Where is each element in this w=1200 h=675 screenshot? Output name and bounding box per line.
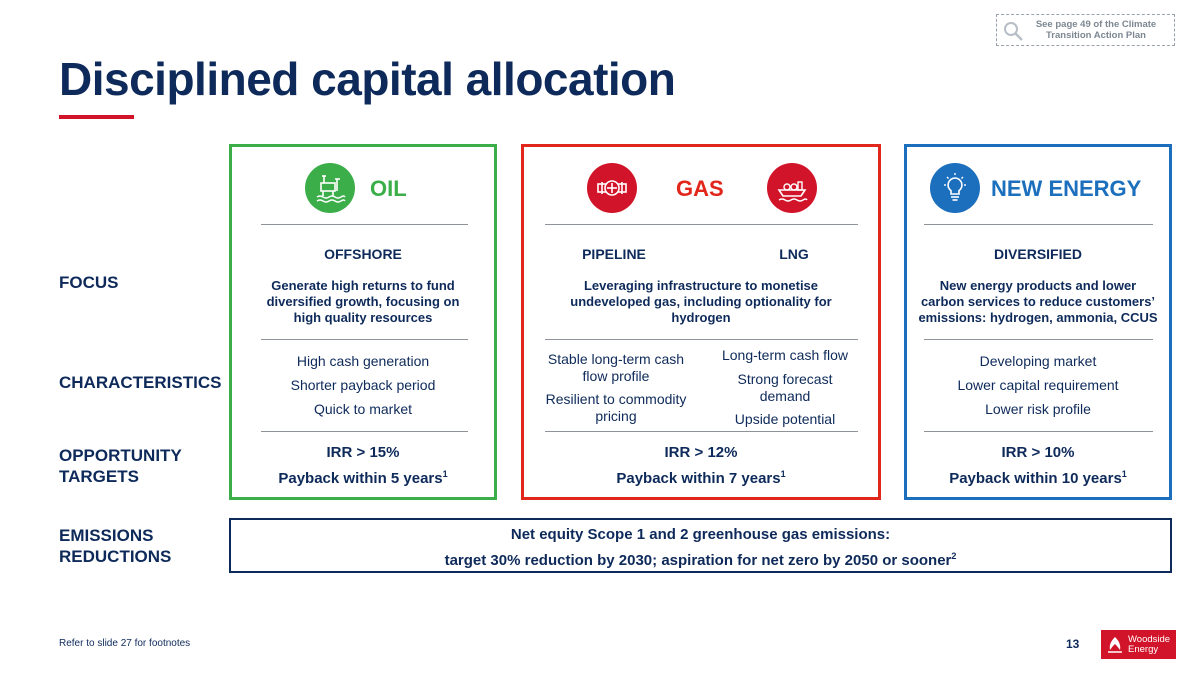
logo-line: Energy — [1128, 643, 1159, 655]
reference-text: See page 49 of the Climate Transition Ac… — [1035, 19, 1157, 41]
row-label-line: TARGETS — [59, 467, 139, 486]
oil-panel: OIL OFFSHORE Generate high returns to fu… — [229, 144, 497, 500]
new-energy-payback-target: Payback within 10 years1 — [907, 469, 1169, 487]
woodside-energy-logo: Woodside Energy — [1101, 630, 1176, 659]
row-label-line: REDUCTIONS — [59, 547, 172, 566]
gas-panel: GAS PIPELINE LNG Leveraging infrastructu… — [521, 144, 881, 500]
emissions-line-2: target 30% reduction by 2030; aspiration… — [231, 551, 1170, 569]
logo-line: Woodside — [1128, 633, 1171, 645]
lng-ship-icon — [767, 163, 817, 213]
oil-subheading: OFFSHORE — [324, 246, 402, 262]
row-label-characteristics: CHARACTERISTICS — [59, 373, 222, 392]
gas-lng-characteristic: Strong forecast demand — [737, 371, 833, 404]
new-energy-focus-text: New energy products and lower carbon ser… — [918, 278, 1158, 325]
pipeline-valve-icon — [587, 163, 637, 213]
footnote-marker: 1 — [780, 469, 786, 479]
new-energy-characteristic: Developing market — [979, 353, 1097, 369]
page-number: 13 — [1066, 637, 1080, 651]
oil-characteristic: Quick to market — [313, 401, 413, 417]
emissions-target-box: Net equity Scope 1 and 2 greenhouse gas … — [229, 518, 1172, 573]
oil-payback-target: Payback within 5 years1 — [232, 469, 494, 487]
oil-focus-text: Generate high returns to fund diversifie… — [266, 278, 460, 325]
divider — [261, 224, 468, 225]
payback-text: Payback within 7 years — [616, 470, 781, 487]
divider — [545, 224, 858, 225]
lightbulb-icon — [930, 163, 980, 213]
divider — [924, 339, 1153, 340]
oil-heading: OIL — [370, 176, 407, 201]
gas-pipeline-characteristic: Stable long-term cash flow profile — [547, 351, 685, 384]
row-label-emissions-reductions: EMISSIONS REDUCTIONS — [59, 525, 171, 567]
gas-lng-characteristic: Upside potential — [734, 411, 836, 427]
gas-pipeline-subheading: PIPELINE — [582, 246, 646, 262]
footnote-reference: Refer to slide 27 for footnotes — [59, 638, 191, 649]
magnifier-icon — [1004, 22, 1023, 41]
footnote-marker: 1 — [442, 469, 448, 479]
gas-pipeline-characteristic: Resilient to commodity pricing — [545, 391, 687, 424]
divider — [545, 431, 858, 432]
new-energy-characteristic: Lower capital requirement — [957, 377, 1119, 393]
row-label-focus: FOCUS — [59, 273, 119, 292]
oil-characteristic: High cash generation — [296, 353, 430, 369]
row-label-line: OPPORTUNITY — [59, 446, 182, 465]
new-energy-panel: NEW ENERGY DIVERSIFIED New energy produc… — [904, 144, 1172, 500]
oil-characteristic: Shorter payback period — [290, 377, 436, 393]
woodside-leaf-icon — [1108, 636, 1122, 653]
new-energy-characteristic: Lower risk profile — [985, 401, 1091, 417]
offshore-platform-icon — [305, 163, 355, 213]
gas-lng-subheading: LNG — [779, 246, 809, 262]
new-energy-irr-target: IRR > 10% — [1001, 444, 1075, 461]
gas-lng-characteristic: Long-term cash flow — [721, 347, 849, 363]
row-label-line: EMISSIONS — [59, 526, 154, 545]
emissions-target-text: target 30% reduction by 2030; aspiration… — [444, 552, 952, 569]
new-energy-heading: NEW ENERGY — [991, 176, 1142, 201]
row-label-opportunity-targets: OPPORTUNITY TARGETS — [59, 445, 182, 487]
footnote-marker: 2 — [951, 551, 957, 561]
oil-irr-target: IRR > 15% — [326, 444, 400, 461]
divider — [924, 224, 1153, 225]
reference-note: See page 49 of the Climate Transition Ac… — [996, 14, 1175, 46]
gas-heading: GAS — [676, 176, 724, 201]
payback-text: Payback within 5 years — [278, 470, 443, 487]
divider — [261, 339, 468, 340]
divider — [261, 431, 468, 432]
new-energy-subheading: DIVERSIFIED — [994, 246, 1082, 262]
divider — [924, 431, 1153, 432]
gas-payback-target: Payback within 7 years1 — [524, 469, 878, 487]
divider — [545, 339, 858, 340]
logo-wordmark: Woodside Energy — [1128, 633, 1171, 655]
footnote-marker: 1 — [1121, 469, 1127, 479]
page-title: Disciplined capital allocation — [59, 53, 676, 105]
gas-focus-text: Leveraging infrastructure to monetise un… — [570, 278, 832, 325]
emissions-line-1: Net equity Scope 1 and 2 greenhouse gas … — [510, 526, 891, 543]
title-underline — [59, 115, 134, 119]
gas-irr-target: IRR > 12% — [664, 444, 738, 461]
payback-text: Payback within 10 years — [949, 470, 1122, 487]
